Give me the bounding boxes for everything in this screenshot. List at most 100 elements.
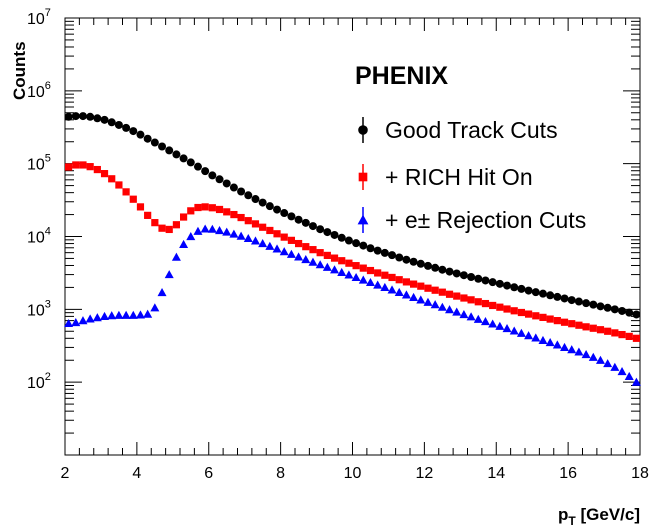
y-tick-label: 103 bbox=[27, 298, 51, 319]
data-point bbox=[86, 163, 94, 171]
data-point bbox=[611, 329, 619, 337]
data-point bbox=[388, 273, 396, 282]
data-point bbox=[373, 280, 383, 289]
data-point bbox=[344, 270, 354, 279]
data-point bbox=[157, 288, 167, 297]
data-point bbox=[179, 239, 189, 248]
data-point bbox=[632, 310, 641, 319]
x-tick-labels: 2 4 6 8 10 12 14 16 18 bbox=[61, 465, 649, 482]
data-point bbox=[631, 377, 641, 386]
data-point bbox=[129, 127, 138, 136]
data-point bbox=[71, 317, 81, 327]
data-point bbox=[128, 310, 138, 319]
data-point bbox=[402, 255, 411, 264]
data-point bbox=[294, 239, 303, 248]
data-point bbox=[165, 225, 173, 234]
data-point bbox=[308, 222, 317, 231]
data-point bbox=[524, 310, 533, 318]
data-point bbox=[222, 227, 232, 236]
data-point bbox=[545, 338, 555, 347]
data-point bbox=[596, 326, 605, 334]
series-2-points bbox=[64, 161, 641, 342]
data-point bbox=[416, 259, 425, 268]
data-point bbox=[165, 146, 174, 155]
data-point bbox=[330, 265, 340, 274]
data-point bbox=[179, 154, 188, 163]
data-point bbox=[381, 271, 389, 279]
data-point bbox=[78, 316, 88, 325]
data-point bbox=[78, 112, 87, 121]
data-point bbox=[574, 347, 584, 356]
data-point bbox=[85, 314, 95, 323]
data-point bbox=[409, 292, 419, 301]
data-point bbox=[272, 244, 282, 253]
data-point bbox=[632, 334, 641, 342]
data-point bbox=[374, 269, 382, 277]
data-point bbox=[351, 272, 361, 282]
data-point bbox=[259, 223, 267, 231]
data-point bbox=[201, 203, 209, 211]
legend-marker bbox=[357, 214, 369, 225]
data-points bbox=[64, 112, 641, 386]
data-point bbox=[430, 300, 440, 309]
data-point bbox=[121, 310, 131, 319]
data-point bbox=[193, 162, 202, 171]
data-point bbox=[524, 331, 534, 340]
data-point bbox=[338, 257, 346, 265]
data-point bbox=[122, 123, 131, 132]
data-point bbox=[625, 308, 634, 317]
data-point bbox=[315, 260, 325, 269]
data-point bbox=[136, 203, 145, 211]
data-point bbox=[129, 195, 137, 203]
data-point bbox=[215, 175, 224, 184]
data-point bbox=[251, 195, 260, 204]
data-point bbox=[618, 330, 626, 339]
data-point bbox=[624, 371, 634, 380]
data-point bbox=[503, 281, 512, 290]
data-point bbox=[452, 307, 462, 316]
data-point bbox=[330, 254, 339, 262]
data-point bbox=[395, 276, 403, 284]
data-point bbox=[366, 244, 375, 253]
data-point bbox=[266, 226, 274, 235]
data-point bbox=[365, 277, 375, 287]
x-tick-label: 18 bbox=[631, 465, 649, 482]
data-point bbox=[552, 340, 562, 349]
data-point bbox=[172, 150, 181, 159]
data-point bbox=[352, 239, 361, 248]
data-point bbox=[279, 247, 289, 256]
data-point bbox=[495, 279, 504, 288]
data-point bbox=[258, 239, 268, 248]
data-point bbox=[135, 310, 145, 319]
data-point bbox=[394, 287, 404, 296]
data-point bbox=[71, 112, 80, 121]
data-point bbox=[445, 290, 454, 298]
data-point bbox=[575, 321, 583, 329]
x-axis-label-subscript: T bbox=[568, 514, 576, 525]
data-point bbox=[323, 251, 331, 260]
data-point bbox=[172, 221, 181, 229]
data-point bbox=[532, 312, 540, 320]
data-point bbox=[144, 211, 152, 219]
data-point bbox=[208, 171, 217, 180]
data-point bbox=[258, 198, 267, 207]
data-point bbox=[237, 187, 246, 196]
data-point bbox=[595, 355, 605, 364]
data-point bbox=[496, 303, 504, 311]
data-point bbox=[603, 359, 613, 368]
data-point bbox=[79, 161, 87, 169]
data-point bbox=[107, 311, 117, 320]
data-point bbox=[618, 306, 627, 315]
data-point bbox=[93, 114, 102, 123]
y-tick-label: 102 bbox=[27, 371, 51, 392]
data-point bbox=[294, 215, 303, 224]
data-point bbox=[416, 295, 426, 304]
data-point bbox=[546, 291, 555, 300]
data-point bbox=[538, 289, 547, 298]
data-point bbox=[200, 224, 210, 233]
data-point bbox=[589, 324, 597, 332]
data-point bbox=[243, 233, 253, 243]
data-point bbox=[143, 309, 153, 318]
x-tick-label: 16 bbox=[559, 465, 577, 482]
